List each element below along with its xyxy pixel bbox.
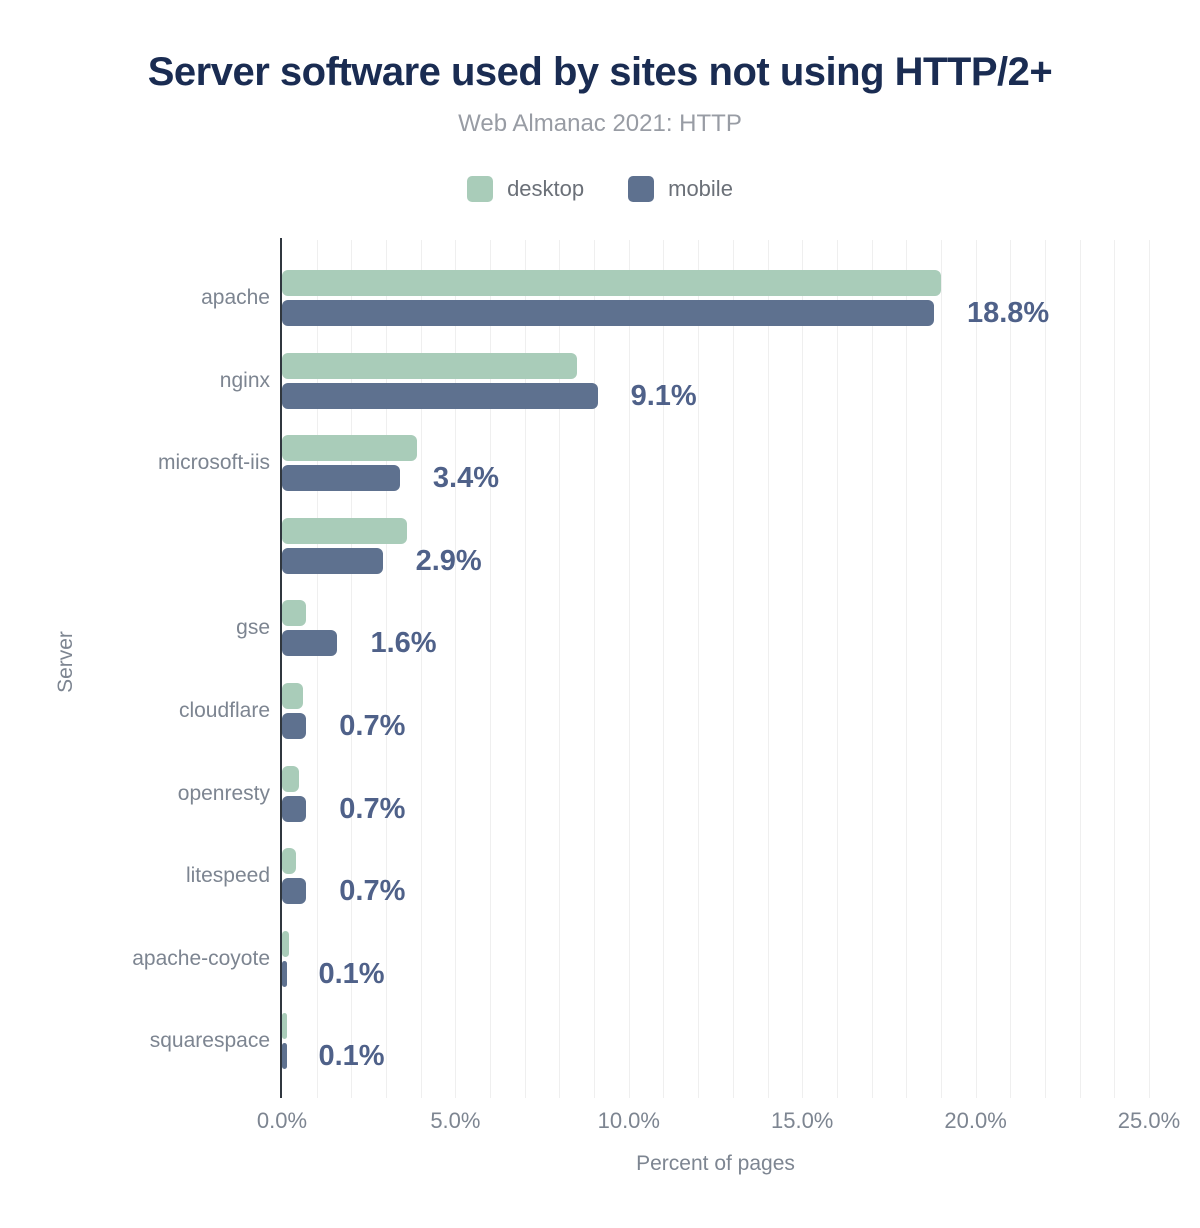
category-label-openresty: openresty [177,781,270,805]
bar-desktop-apache[interactable] [282,270,941,296]
category-label-nginx: nginx [219,368,270,392]
category-label-apache: apache [201,286,270,309]
value-label-row-3: 2.9% [415,544,482,577]
bar-mobile-apache-coyote[interactable] [282,960,287,987]
value-label-apache-coyote: 0.1% [318,957,385,990]
gridline [351,240,353,1098]
gridline [594,240,596,1098]
category-label-gse: gse [236,616,270,640]
gridline [316,240,318,1098]
value-label-cloudflare: 0.7% [339,710,406,742]
bar-mobile-nginx[interactable] [282,382,598,409]
gridline [767,240,769,1098]
chart-subtitle: Web Almanac 2021: HTTP [458,110,742,137]
category-label-litespeed: litespeed [185,864,270,888]
gridline [1149,240,1150,1098]
legend-label-mobile: mobile [668,176,733,201]
chart-title: Server software used by sites not using … [147,50,1053,94]
y-axis-title: Server [54,631,77,693]
bar-desktop-microsoft-iis[interactable] [282,435,418,462]
gridline [455,240,457,1098]
bar-desktop-litespeed[interactable] [282,848,296,875]
bar-desktop-squarespace[interactable] [282,1013,287,1040]
gridline [1010,240,1012,1098]
category-label-apache-coyote: apache-coyote [132,946,270,970]
x-tick-label-25: 25.0% [1117,1108,1181,1133]
gridline [732,240,734,1098]
category-label-cloudflare: cloudflare [178,699,270,722]
gridline [1044,240,1046,1098]
bar-desktop-gse[interactable] [282,600,307,627]
gridline [871,240,873,1098]
gridline [524,240,526,1098]
category-label-row-3 [40,532,270,560]
gridline [386,240,388,1098]
x-tick-label-20: 20.0% [944,1108,1007,1133]
bar-mobile-row-3[interactable] [282,547,383,574]
legend-item-desktop[interactable]: desktop [467,176,584,202]
category-label-squarespace: squarespace [149,1029,270,1053]
bar-mobile-squarespace[interactable] [282,1043,287,1070]
x-tick-label-0: 0.0% [256,1108,308,1133]
value-label-openresty: 0.7% [339,792,406,825]
legend-swatch-desktop-icon [467,176,494,202]
y-axis-line [280,238,282,1098]
value-label-microsoft-iis: 3.4% [432,462,500,495]
gridline [836,240,838,1098]
value-label-gse: 1.6% [370,627,437,660]
gridline [802,240,804,1098]
value-label-litespeed: 0.7% [339,875,406,908]
bar-desktop-nginx[interactable] [282,352,577,379]
gridline [1114,240,1116,1098]
value-label-squarespace: 0.1% [318,1040,385,1073]
legend-label-desktop: desktop [507,176,585,201]
bar-mobile-apache[interactable] [282,300,934,326]
gridline [420,240,422,1098]
bar-mobile-gse[interactable] [282,630,338,657]
value-label-nginx: 9.1% [630,379,697,412]
gridline [1079,240,1081,1098]
value-label-apache: 18.8% [966,297,1050,329]
category-label-microsoft-iis: microsoft-iis [157,451,270,475]
x-axis-title: Percent of pages [636,1152,795,1175]
gridline [559,240,561,1098]
legend: desktop mobile [0,176,1200,202]
bar-desktop-openresty[interactable] [282,765,300,792]
bar-desktop-row-3[interactable] [282,517,407,544]
legend-item-mobile[interactable]: mobile [628,176,733,202]
bar-desktop-apache-coyote[interactable] [282,930,289,957]
gridline [663,240,665,1098]
gridline [975,240,977,1098]
bar-mobile-openresty[interactable] [282,795,307,822]
x-tick-label-15: 15.0% [770,1108,834,1133]
bar-desktop-cloudflare[interactable] [282,683,303,709]
gridline [940,240,942,1098]
bar-mobile-litespeed[interactable] [282,878,307,905]
gridline [698,240,700,1098]
bar-mobile-cloudflare[interactable] [282,713,307,739]
bar-mobile-microsoft-iis[interactable] [282,465,400,492]
x-tick-label-10: 10.0% [597,1108,660,1133]
gridline [628,240,630,1098]
gridline [490,240,492,1098]
legend-swatch-mobile-icon [628,176,655,202]
x-tick-label-5: 5.0% [430,1108,481,1133]
gridline [906,240,908,1098]
